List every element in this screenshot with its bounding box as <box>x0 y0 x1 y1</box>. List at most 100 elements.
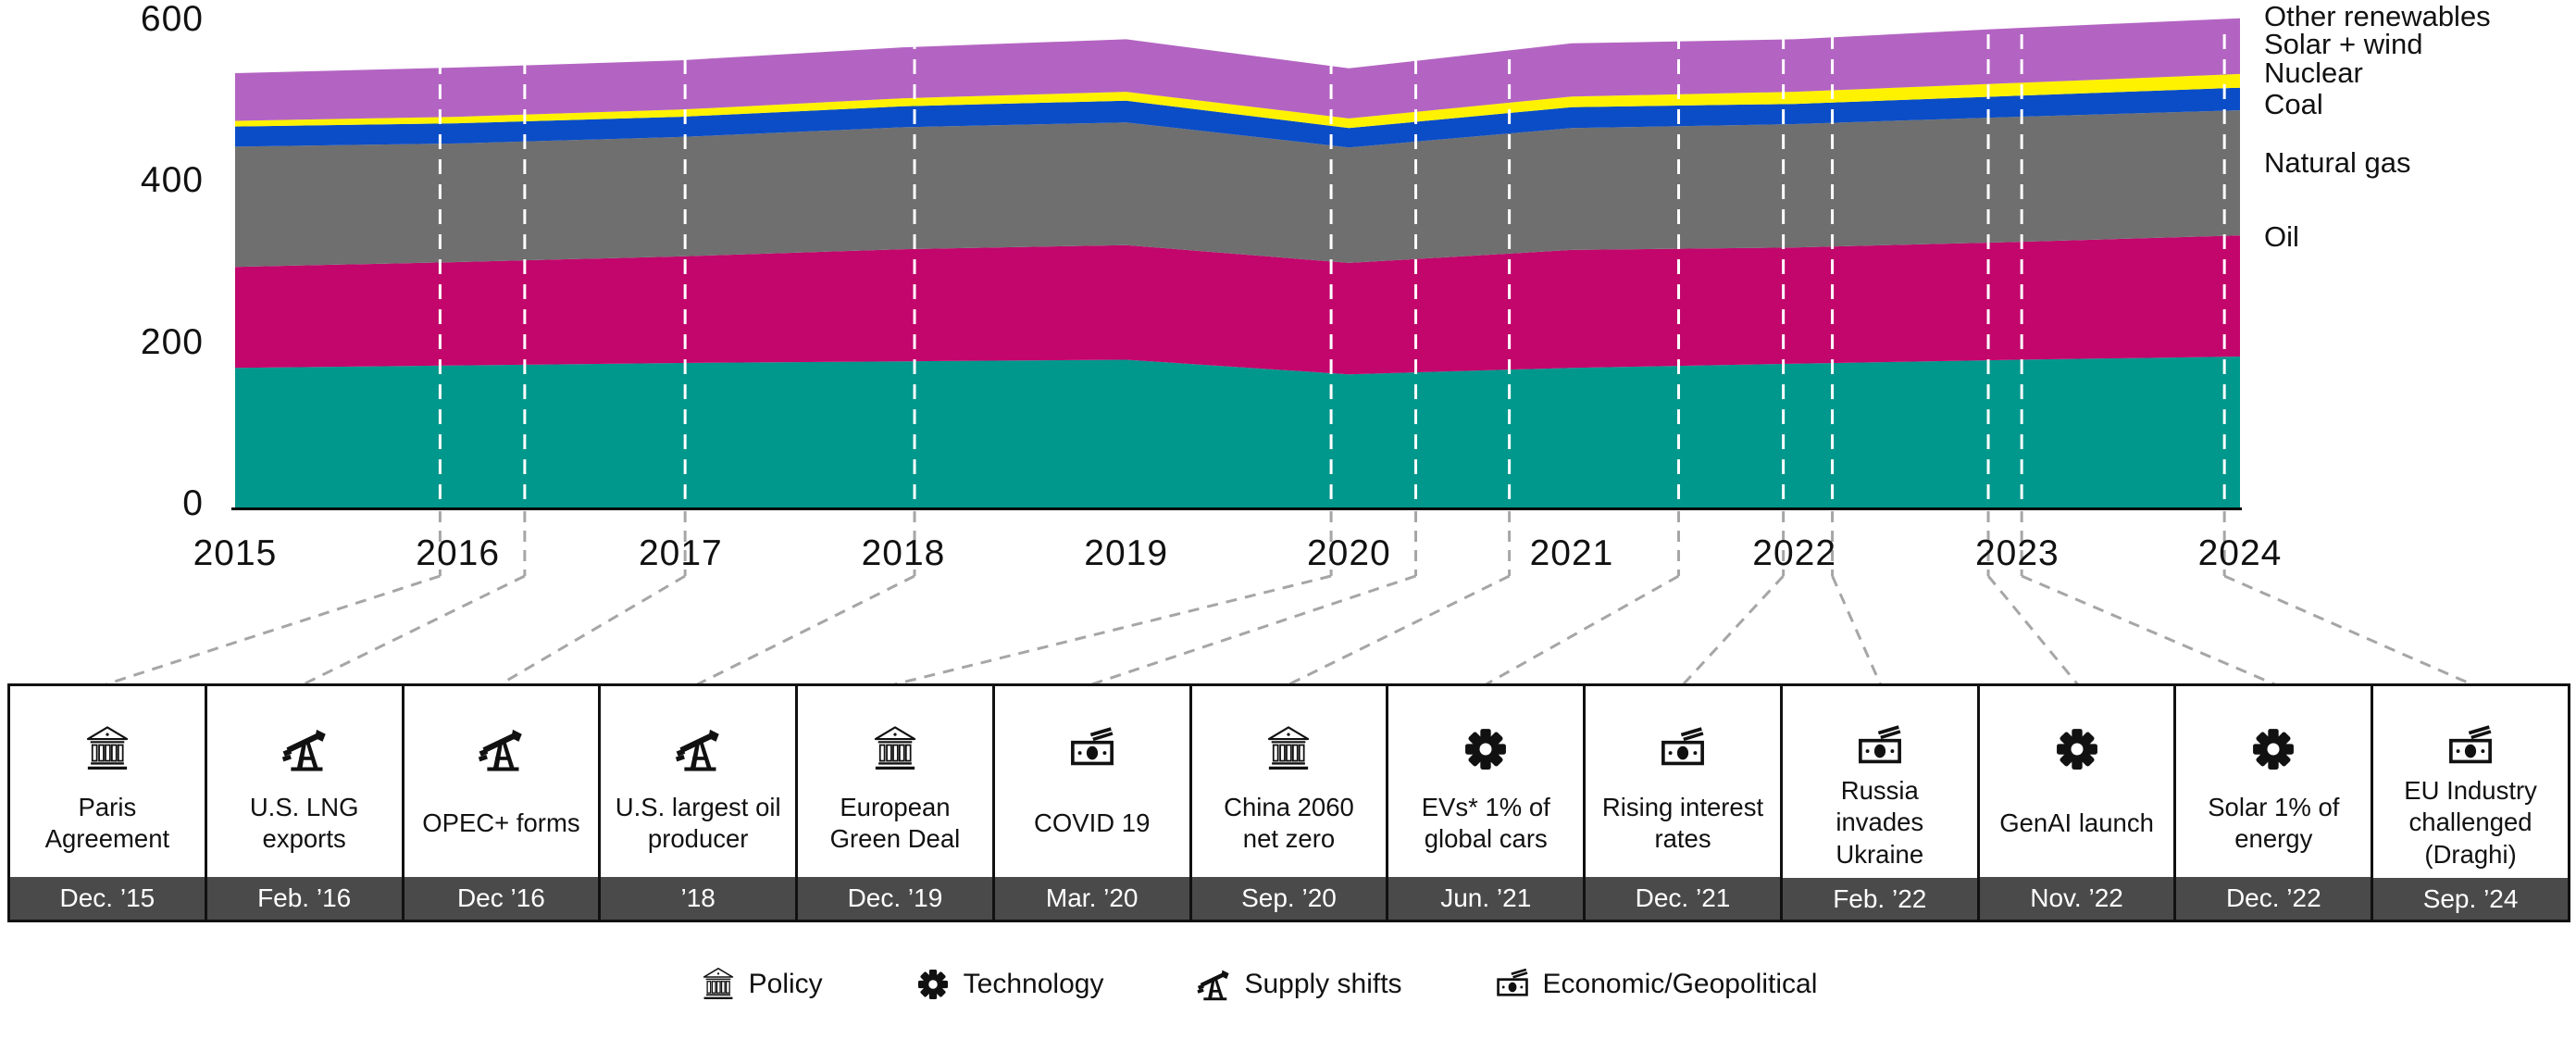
event-card: EU Industry challenged (Draghi) Sep. ’24 <box>2371 683 2570 922</box>
y-axis-label: 400 <box>140 160 204 201</box>
event-title: COVID 19 <box>1034 808 1151 837</box>
series-label: Nuclear <box>2264 56 2363 89</box>
event-title: U.S. largest oil producer <box>615 792 781 853</box>
legend-item-technology: Technology <box>915 967 1103 1002</box>
x-axis-label: 2018 <box>861 533 946 573</box>
series-label: Coal <box>2264 88 2323 120</box>
event-timeline-row: Paris Agreement Dec. ’15 U.S. LNG export… <box>7 683 2570 922</box>
legend-label: Policy <box>748 969 823 999</box>
x-axis-label: 2017 <box>638 533 723 573</box>
supply-icon <box>207 686 402 773</box>
event-card: Solar 1% of energy Dec. ’22 <box>2173 683 2374 922</box>
event-card: China 2060 net zero Sep. ’20 <box>1188 683 1389 922</box>
series-label: Natural gas <box>2264 146 2411 179</box>
legend-label: Supply shifts <box>1244 969 1402 999</box>
event-title: Paris Agreement <box>44 792 170 853</box>
y-axis-label: 200 <box>140 321 204 362</box>
x-axis-label: 2023 <box>1974 533 2060 573</box>
area-other-renewables <box>235 18 2240 121</box>
event-connector <box>1986 575 2079 685</box>
x-axis-label: 2022 <box>1752 533 1837 573</box>
economic-icon <box>1586 686 1780 773</box>
policy-icon <box>1192 686 1387 773</box>
economic-icon <box>1495 967 1530 1002</box>
x-axis-label: 2015 <box>193 533 278 573</box>
event-connector <box>696 574 915 686</box>
event-date: Nov. ’22 <box>1979 877 2174 920</box>
legend-item-supply: Supply shifts <box>1196 967 1402 1002</box>
category-legend: Policy Technology Supply shifts Economic… <box>37 967 2481 1002</box>
economic-icon <box>2373 686 2568 771</box>
supply-icon <box>404 686 599 773</box>
event-title: EU Industry challenged (Draghi) <box>2404 776 2537 869</box>
technology-icon <box>1388 686 1583 773</box>
policy-icon <box>701 967 736 1002</box>
event-title: European Green Deal <box>829 792 961 853</box>
policy-icon <box>10 686 205 773</box>
economic-icon <box>995 686 1189 773</box>
area-natural-gas <box>235 235 2240 375</box>
event-card: COVID 19 Mar. ’20 <box>991 683 1192 922</box>
x-axis-label: 2024 <box>2197 533 2283 573</box>
event-connector <box>1091 574 1417 686</box>
legend-item-policy: Policy <box>701 967 823 1002</box>
technology-icon <box>2176 686 2371 773</box>
event-card: Paris Agreement Dec. ’15 <box>7 683 207 922</box>
series-label: Other renewables <box>2264 0 2491 32</box>
area-oil <box>235 357 2240 507</box>
event-card: European Green Deal Dec. ’19 <box>795 683 995 922</box>
legend-label: Economic/Geopolitical <box>1542 969 1818 999</box>
x-axis-label: 2019 <box>1084 533 1169 573</box>
event-connector <box>302 574 526 686</box>
event-card: Russia invades Ukraine Feb. ’22 <box>1779 683 1980 922</box>
event-title: EVs* 1% of global cars <box>1421 792 1550 853</box>
event-title: Russia invades Ukraine <box>1836 776 1924 869</box>
event-card: U.S. LNG exports Feb. ’16 <box>204 683 404 922</box>
x-axis-label: 2021 <box>1529 533 1614 573</box>
event-connector <box>106 574 441 686</box>
event-card: GenAI launch Nov. ’22 <box>1976 683 2177 922</box>
event-date: Dec ’16 <box>404 877 599 920</box>
area-nuclear <box>235 87 2240 148</box>
event-title: Rising interest rates <box>1601 792 1764 853</box>
event-date: Mar. ’20 <box>994 877 1189 920</box>
technology-icon <box>1980 686 2174 773</box>
supply-icon <box>1196 967 1231 1002</box>
y-axis-label: 600 <box>140 0 204 39</box>
event-connector <box>1831 575 1882 685</box>
legend-item-economic: Economic/Geopolitical <box>1495 967 1818 1002</box>
event-date: Dec. ’22 <box>2176 877 2371 920</box>
event-date: Sep. ’20 <box>1191 877 1387 920</box>
event-connector <box>1485 574 1680 686</box>
event-title: GenAI launch <box>1999 808 2154 837</box>
event-card: OPEC+ forms Dec ’16 <box>401 683 602 922</box>
series-label: Oil <box>2264 220 2299 253</box>
event-card: EVs* 1% of global cars Jun. ’21 <box>1386 683 1587 922</box>
event-connector <box>499 574 686 686</box>
event-card: U.S. largest oil producer ’18 <box>598 683 799 922</box>
area-solar-wind <box>235 73 2240 129</box>
event-connector <box>1682 574 1785 686</box>
event-date: Feb. ’16 <box>206 877 402 920</box>
supply-icon <box>601 686 795 773</box>
area-coal <box>235 110 2240 268</box>
event-title: China 2060 net zero <box>1224 792 1354 853</box>
x-axis-label: 2020 <box>1306 533 1391 573</box>
event-title: OPEC+ forms <box>422 808 580 837</box>
y-axis-label: 0 <box>182 483 204 523</box>
event-date: Dec. ’15 <box>10 877 205 920</box>
event-connector <box>2021 574 2276 686</box>
event-card: Rising interest rates Dec. ’21 <box>1583 683 1783 922</box>
event-title: U.S. LNG exports <box>249 792 359 853</box>
event-date: Feb. ’22 <box>1782 878 1977 920</box>
event-connector <box>1288 574 1511 686</box>
economic-icon <box>1783 686 1977 771</box>
x-axis-label: 2016 <box>416 533 501 573</box>
event-title: Solar 1% of energy <box>2208 792 2340 853</box>
event-date: Sep. ’24 <box>2373 878 2568 920</box>
event-connector <box>894 574 1332 686</box>
series-label: Solar + wind <box>2264 28 2423 60</box>
technology-icon <box>915 967 951 1002</box>
